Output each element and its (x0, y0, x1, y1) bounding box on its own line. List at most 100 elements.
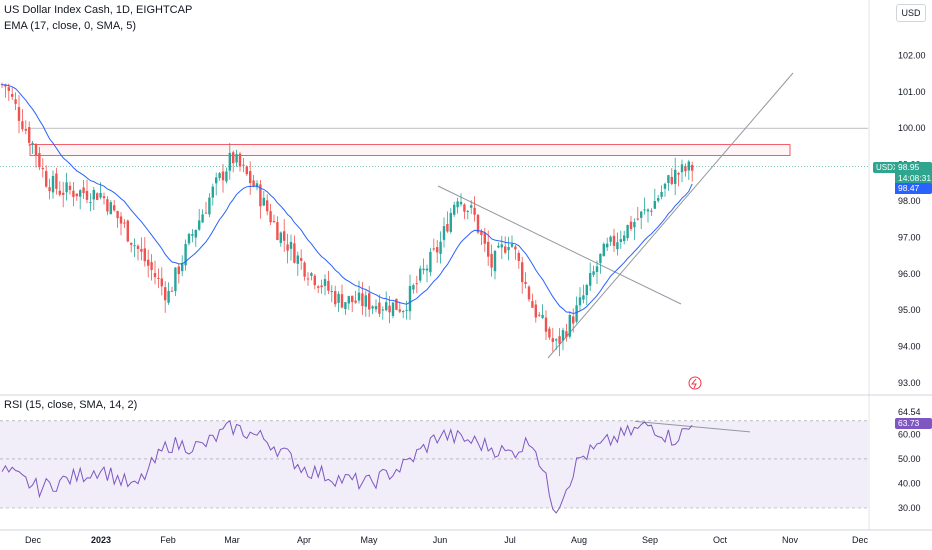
candle-body (245, 166, 248, 175)
candle-body (578, 297, 582, 306)
candle-body (296, 255, 299, 264)
candle-body (7, 87, 10, 91)
candle-body (599, 253, 602, 264)
candle-body (456, 201, 459, 208)
candle-body (517, 252, 520, 261)
candle-body (34, 143, 38, 156)
candle-body (582, 295, 585, 300)
candle-body (633, 222, 636, 228)
candle-body (11, 93, 14, 97)
candle-body (4, 84, 7, 87)
candle-body (439, 241, 442, 254)
x-tick-label: Nov (782, 535, 799, 545)
currency-selector[interactable]: USD (896, 4, 926, 22)
candle-body (497, 245, 500, 248)
candle-body (490, 253, 493, 268)
candle-body (82, 187, 85, 194)
candle-body (436, 247, 439, 253)
candle-body (167, 290, 170, 303)
candle-body (119, 216, 123, 224)
rsi-trendline (634, 420, 751, 433)
candle-body (466, 210, 469, 212)
ema-legend[interactable]: EMA (17, close, 0, SMA, 5) (4, 20, 137, 32)
candle-body (412, 285, 415, 290)
candle-body (602, 243, 605, 257)
x-tick-label: Feb (160, 535, 176, 545)
last-price-value: 98.95 (898, 162, 920, 172)
candle-body (96, 193, 99, 200)
candle-body (514, 246, 517, 250)
candle-body (225, 171, 228, 182)
candle-body (395, 298, 398, 310)
candle-body (31, 142, 34, 145)
candle-body (483, 232, 486, 244)
candle-body (157, 277, 160, 279)
candle-body (463, 204, 466, 212)
x-tick-label: Dec (852, 535, 869, 545)
candle-body (38, 153, 41, 168)
countdown-value: 14:08:31 (898, 173, 932, 183)
candle-body (221, 171, 225, 181)
candle-body (130, 242, 133, 245)
candle-body (344, 302, 347, 310)
candle-body (310, 273, 313, 276)
candle-body (327, 280, 330, 291)
ascending-trendline (547, 72, 794, 359)
candle-body (670, 176, 673, 184)
ema-line (1, 84, 693, 315)
y-tick-label: 98.00 (898, 196, 921, 206)
candle-body (133, 245, 136, 247)
candle-body (391, 302, 395, 316)
candle-body (65, 182, 68, 193)
candle-body (480, 231, 483, 236)
candle-body (354, 300, 357, 303)
candle-body (507, 247, 510, 251)
candle-body (24, 128, 27, 131)
candle-body (75, 193, 78, 197)
x-tick-label: Dec (25, 535, 42, 545)
candle-body (388, 305, 391, 313)
candle-body (425, 268, 429, 271)
candle-body (255, 183, 259, 188)
candle-body (504, 246, 507, 253)
rsi-tick-label: 40.00 (898, 478, 921, 488)
candle-body (680, 164, 684, 173)
candle-body (181, 262, 184, 272)
candle-body (527, 286, 531, 300)
x-tick-label: Apr (297, 535, 311, 545)
x-tick-label: Sep (642, 535, 658, 545)
descending-trendline (437, 185, 682, 305)
candle-body (453, 204, 456, 215)
rsi-legend[interactable]: RSI (15, close, SMA, 14, 2) (4, 399, 138, 411)
y-tick-label: 102.00 (898, 50, 926, 60)
candle-body (565, 331, 568, 338)
y-tick-label: 101.00 (898, 87, 926, 97)
candle-body (14, 99, 17, 104)
candle-body (204, 212, 208, 214)
symbol-legend[interactable]: US Dollar Index Cash, 1D, EIGHTCAP (4, 4, 193, 16)
rsi-top-label: 64.54 (898, 407, 921, 417)
candle-body (609, 236, 612, 242)
y-tick-label: 100.00 (898, 123, 926, 133)
candle-body (459, 202, 463, 205)
candle-body (48, 187, 51, 192)
candle-body (123, 222, 126, 224)
candle-body (568, 315, 571, 337)
candle-body (92, 189, 95, 200)
candle-body (187, 233, 191, 244)
candle-body (616, 242, 619, 250)
candle-body (276, 222, 279, 241)
candle-body (58, 190, 61, 195)
candle-body (555, 339, 558, 341)
candle-body (235, 154, 238, 163)
candle-body (473, 207, 476, 215)
candle-body (524, 281, 527, 284)
candle-body (589, 273, 592, 286)
candle-body (541, 314, 544, 319)
candle-body (289, 241, 293, 249)
candle-body (653, 201, 656, 209)
candle-body (252, 180, 255, 187)
candle-body (405, 309, 408, 311)
x-tick-label: May (360, 535, 378, 545)
